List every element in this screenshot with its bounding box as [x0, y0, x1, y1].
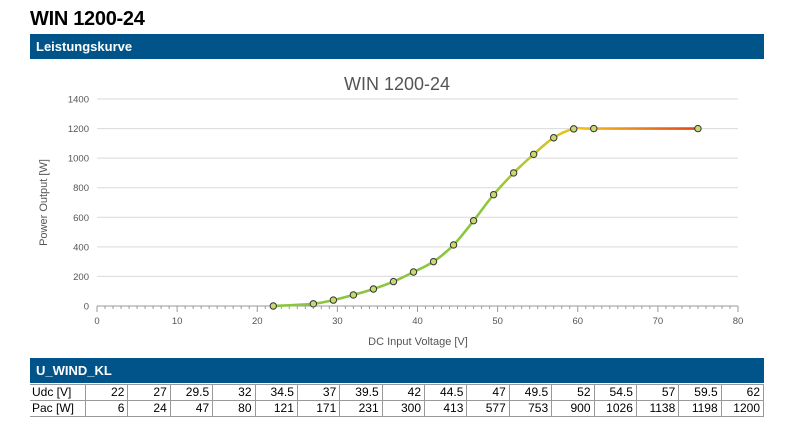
section-header-power-curve: Leistungskurve [30, 34, 764, 59]
table-cell: 231 [339, 400, 383, 417]
table-cell: 1026 [593, 400, 637, 417]
table-cell: 1200 [720, 400, 765, 417]
x-tick-label: 0 [94, 316, 99, 327]
table-row: Pac [W] 6 24 47 80 121 171 231 300 413 577 753 900 10… [30, 400, 765, 417]
table-cell: 52 [551, 384, 595, 401]
table-row: Udc [V] 22 27 29.5 32 34.5 37 39.5 42 44.5 47 49.5 5… [30, 384, 765, 401]
table-cell: 22 [84, 384, 129, 401]
x-tick-label: 80 [733, 316, 744, 327]
data-points [269, 124, 702, 310]
table-cell: 300 [381, 400, 426, 417]
table-cell: 171 [296, 400, 341, 417]
table-cell: 37 [296, 384, 341, 401]
table-cell: 121 [254, 400, 298, 417]
table-cell: 753 [508, 400, 553, 417]
y-tick-label: 400 [73, 242, 89, 253]
axes [96, 305, 739, 312]
table-cell: 39.5 [339, 384, 383, 401]
y-tick-label: 800 [73, 183, 89, 194]
row-header: Udc [V] [30, 384, 86, 401]
table-cell: 49.5 [508, 384, 553, 401]
table-cell: 34.5 [254, 384, 298, 401]
table-cell: 47 [466, 384, 510, 401]
x-tick-label: 30 [332, 316, 343, 327]
data-point [469, 216, 478, 225]
data-point [409, 268, 418, 276]
table-cell: 44.5 [423, 384, 468, 401]
x-axis-label: DC Input Voltage [V] [368, 336, 468, 348]
data-point [590, 124, 598, 133]
data-point [389, 277, 398, 286]
table-cell: 1198 [678, 400, 722, 417]
table-cell: 42 [381, 384, 426, 401]
table-cell: 80 [212, 400, 256, 417]
table-cell: 57 [635, 384, 680, 401]
data-point [429, 257, 438, 266]
data-point [570, 125, 578, 133]
table-cell: 27 [127, 384, 171, 401]
data-point [329, 296, 338, 304]
x-tick-label: 50 [492, 316, 503, 327]
data-point [694, 124, 702, 133]
chart-title: WIN 1200-24 [344, 74, 450, 94]
row-header: Pac [W] [30, 400, 86, 417]
x-tick-label: 20 [252, 316, 263, 327]
data-point [449, 241, 458, 249]
power-curve-chart: WIN 1200-24 0 200 400 600 800 1000 1200 1400 0 1… [38, 74, 743, 348]
x-tick-labels: 0 10 20 30 40 50 60 70 80 [94, 316, 743, 327]
data-table: Udc [V] 22 27 29.5 32 34.5 37 39.5 42 44.5 47 49.5 5… [30, 384, 765, 417]
data-point [509, 169, 518, 177]
x-tick-label: 10 [172, 316, 183, 327]
data-point [529, 150, 538, 158]
table-cell: 577 [466, 400, 510, 417]
table-cell: 32 [212, 384, 256, 401]
table-cell: 29.5 [169, 384, 214, 401]
grid-lines [97, 98, 738, 277]
data-point [489, 190, 498, 199]
table-cell: 900 [551, 400, 595, 417]
section-header-table: U_WIND_KL [30, 358, 764, 383]
table-cell: 413 [423, 400, 468, 417]
table-cell: 54.5 [593, 384, 637, 401]
table-cell: 62 [720, 384, 765, 401]
table-cell: 59.5 [678, 384, 722, 401]
data-point [349, 291, 358, 299]
x-tick-label: 40 [412, 316, 423, 327]
y-tick-label: 0 [84, 302, 89, 313]
y-tick-label: 1200 [68, 124, 89, 135]
table-cell: 6 [84, 400, 129, 417]
table-cell: 24 [127, 400, 171, 417]
table-cell: 47 [169, 400, 214, 417]
y-tick-label: 1000 [68, 154, 89, 165]
y-tick-label: 1400 [68, 95, 89, 106]
data-point [269, 302, 277, 310]
y-tick-label: 200 [73, 272, 89, 283]
data-point [369, 285, 378, 293]
y-tick-label: 600 [73, 213, 89, 224]
page-title: WIN 1200-24 [30, 8, 145, 30]
table-cell: 1138 [635, 400, 680, 417]
x-tick-label: 60 [572, 316, 583, 327]
y-axis-label: Power Output [W] [38, 159, 50, 246]
y-tick-labels: 0 200 400 600 800 1000 1200 1400 [68, 95, 89, 313]
x-tick-label: 70 [653, 316, 664, 327]
data-point [550, 134, 558, 142]
data-point [309, 300, 318, 308]
